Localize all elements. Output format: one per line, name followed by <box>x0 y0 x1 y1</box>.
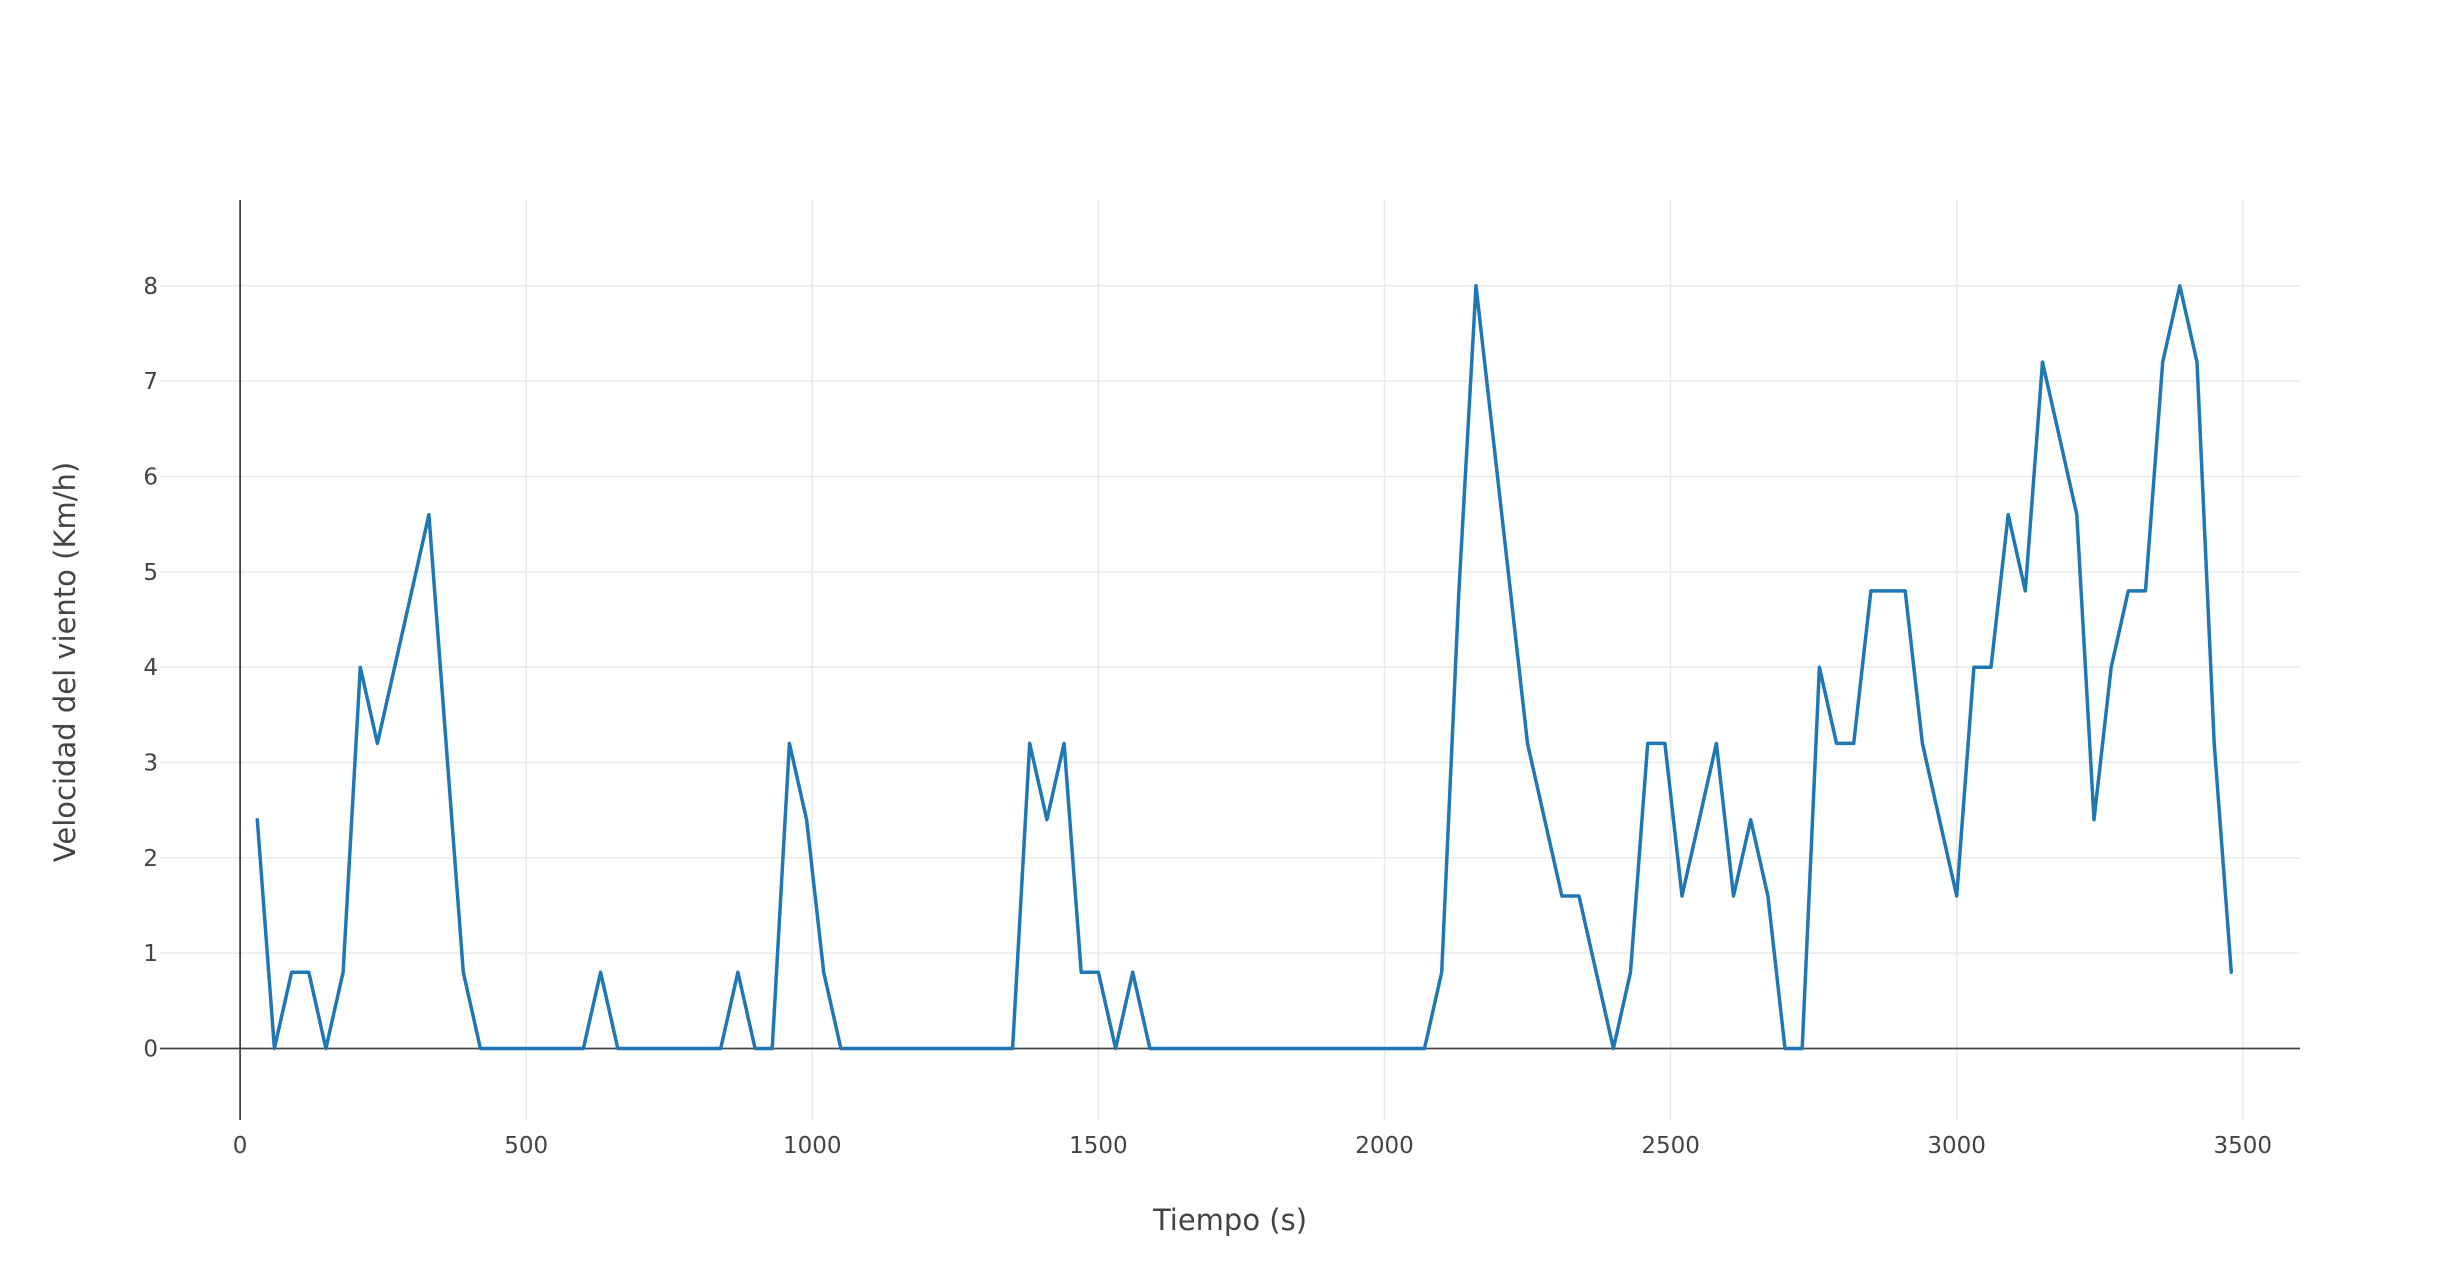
y-tick-label: 2 <box>143 846 158 872</box>
y-tick-label: 7 <box>143 369 158 395</box>
series-layer <box>255 284 2234 1051</box>
series-line-0 <box>255 284 2234 1051</box>
x-tick-label: 1000 <box>783 1133 842 1159</box>
x-tick-label: 3000 <box>1927 1133 1986 1159</box>
x-axis-title: Tiempo (s) <box>1152 1203 1307 1237</box>
x-tick-label: 500 <box>504 1133 548 1159</box>
x-tick-label: 2000 <box>1355 1133 1414 1159</box>
y-tick-label: 1 <box>143 941 158 967</box>
y-tick-label: 3 <box>143 750 158 776</box>
y-axis-title: Velocidad del viento (Km/h) <box>48 462 82 862</box>
x-grid <box>525 200 2244 1120</box>
x-tick-label: 0 <box>233 1133 248 1159</box>
y-tick-labels: 0 1 2 3 4 5 6 7 8 <box>143 274 158 1063</box>
y-tick-label: 5 <box>143 560 158 586</box>
x-tick-label: 1500 <box>1069 1133 1128 1159</box>
x-tick-labels: 0 500 1000 1500 2000 2500 3000 3500 <box>233 1133 2272 1159</box>
x-tick-label: 2500 <box>1641 1133 1700 1159</box>
y-tick-label: 0 <box>143 1036 158 1062</box>
x-tick-label: 3500 <box>2214 1133 2273 1159</box>
y-tick-label: 8 <box>143 274 158 300</box>
y-grid <box>160 285 2300 954</box>
y-tick-label: 4 <box>143 655 158 681</box>
y-tick-label: 6 <box>143 464 158 490</box>
